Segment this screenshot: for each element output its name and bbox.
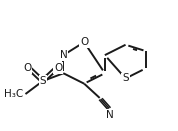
Text: S: S: [39, 76, 46, 86]
Text: N: N: [106, 110, 114, 120]
Text: O: O: [23, 63, 31, 73]
Text: O: O: [80, 37, 88, 47]
Text: H₃C: H₃C: [4, 89, 24, 99]
Text: O: O: [54, 63, 62, 73]
Text: S: S: [122, 73, 129, 83]
Text: N: N: [60, 50, 67, 60]
